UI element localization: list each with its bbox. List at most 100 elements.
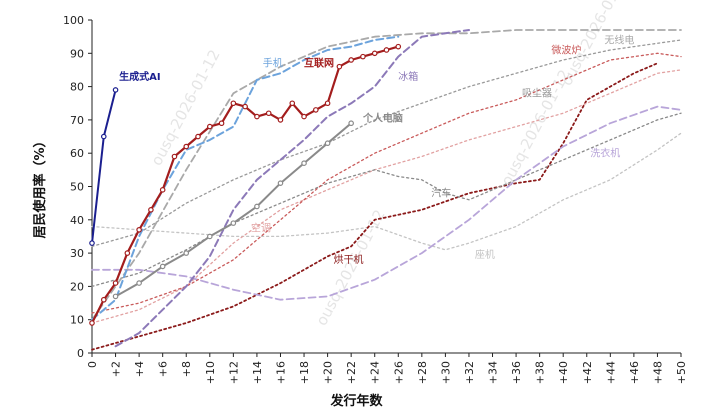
series-label: 烘干机 <box>333 253 363 266</box>
y-tick-label: 50 <box>70 181 84 194</box>
x-tick-label: +12 <box>227 361 240 384</box>
data-point <box>207 233 213 240</box>
x-tick-label: +10 <box>204 361 217 384</box>
series-label: 座机 <box>475 248 495 261</box>
y-tick-label: 80 <box>70 81 84 94</box>
data-point <box>89 240 95 246</box>
data-point <box>277 180 284 186</box>
x-tick-label: +16 <box>274 361 287 384</box>
x-tick-label: +20 <box>322 361 335 384</box>
x-tick-label: +46 <box>628 361 641 384</box>
x-tick-label: +22 <box>345 361 358 384</box>
y-tick-label: 60 <box>70 147 84 160</box>
y-tick-label: 0 <box>77 347 84 360</box>
series-line <box>114 29 470 348</box>
x-tick-label: +24 <box>369 361 382 384</box>
x-tick-label: +6 <box>157 361 170 377</box>
x-tick-label: +44 <box>604 361 617 384</box>
x-tick-label: +38 <box>534 361 547 384</box>
series-label: 生成式AI <box>119 70 160 83</box>
x-tick-label: +42 <box>581 361 594 384</box>
series-label: 空调 <box>251 221 271 234</box>
series-line <box>91 112 682 288</box>
y-tick-label: 100 <box>63 14 84 27</box>
series-label: 手机 <box>263 57 283 70</box>
series-line <box>91 29 682 321</box>
watermark-text: ousq-2026-01-12 <box>312 207 388 329</box>
series-label: 无线电 <box>604 33 634 46</box>
x-tick-label: +2 <box>110 361 123 377</box>
data-point <box>254 113 260 120</box>
data-point <box>148 207 154 213</box>
x-tick-label: +50 <box>675 361 688 384</box>
data-point <box>324 100 331 107</box>
data-point <box>360 53 366 60</box>
series-line <box>91 35 400 321</box>
data-point <box>371 50 378 57</box>
x-axis-title: 发行年数 <box>329 393 383 409</box>
x-tick-label: +26 <box>392 361 405 384</box>
y-tick-label: 70 <box>70 114 84 127</box>
data-point <box>218 120 225 127</box>
data-point <box>89 320 95 326</box>
series-line <box>91 88 117 245</box>
series-label: 吸尘器 <box>522 88 552 100</box>
watermark-text: ousq-2026-01-12 <box>497 67 573 189</box>
data-point <box>183 250 190 256</box>
data-point <box>136 226 142 233</box>
data-point <box>230 220 237 226</box>
data-point <box>207 123 213 130</box>
data-point <box>159 263 166 270</box>
data-point <box>195 133 201 140</box>
y-tick-label: 90 <box>70 47 84 60</box>
series-label: 冰箱 <box>398 70 418 83</box>
data-point <box>289 100 296 107</box>
data-point <box>383 47 390 53</box>
data-point <box>136 280 142 286</box>
series-label: 微波炉 <box>551 43 581 56</box>
x-tick-label: +48 <box>651 361 664 384</box>
data-point <box>112 280 119 286</box>
x-tick-label: +8 <box>180 361 193 377</box>
series-line <box>91 132 682 251</box>
series-label: 汽车 <box>431 186 451 199</box>
y-tick-label: 10 <box>70 314 84 327</box>
series-label: 个人电脑 <box>362 112 403 125</box>
x-tick-label: +34 <box>487 361 500 384</box>
y-tick-label: 20 <box>70 280 84 293</box>
data-point <box>100 133 107 140</box>
x-tick-label: +40 <box>557 361 570 384</box>
data-point <box>112 293 119 300</box>
series-line <box>91 105 682 301</box>
series-line <box>91 62 659 351</box>
data-point <box>242 103 248 110</box>
data-point <box>100 296 107 303</box>
x-tick-label: +30 <box>439 361 452 384</box>
data-point <box>301 113 307 120</box>
data-point <box>112 87 119 93</box>
series-label: 互联网 <box>304 57 334 70</box>
x-tick-label: +4 <box>133 361 146 377</box>
data-point <box>348 57 354 63</box>
data-point <box>313 107 319 113</box>
x-tick-label: +18 <box>298 361 311 384</box>
data-point <box>254 203 260 210</box>
data-point <box>277 117 284 123</box>
y-tick-label: 40 <box>70 214 84 227</box>
data-point <box>265 110 272 117</box>
data-point <box>183 143 190 150</box>
data-point <box>348 120 354 127</box>
series-line <box>91 52 682 314</box>
watermark-text: ousq-2026-01-12 <box>147 47 223 169</box>
y-axis-title: 居民使用率（%） <box>32 134 48 238</box>
y-tick-label: 30 <box>70 247 84 260</box>
data-point <box>171 153 178 160</box>
data-point <box>324 140 331 147</box>
data-point <box>336 63 343 70</box>
series-line <box>91 39 682 248</box>
x-tick-label: +36 <box>510 361 523 384</box>
data-point <box>395 43 402 50</box>
data-point <box>230 100 237 107</box>
